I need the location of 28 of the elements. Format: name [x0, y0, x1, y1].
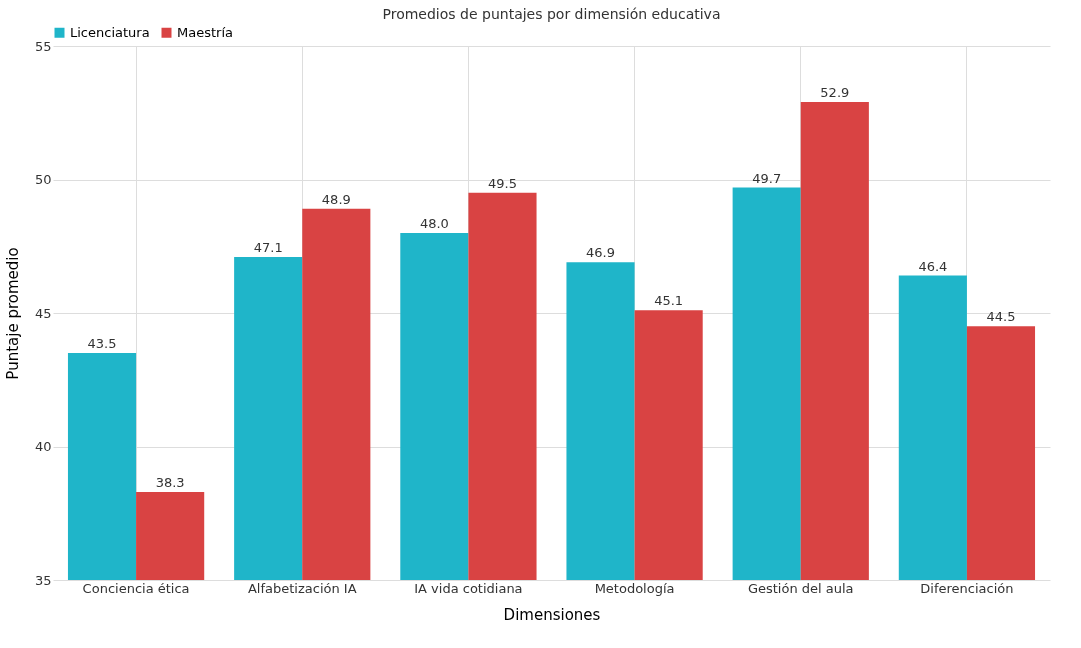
- y-axis-title: Puntaje promedio: [3, 247, 22, 380]
- x-tick-label: IA vida cotidiana: [414, 580, 523, 596]
- data-label: 43.5: [87, 336, 117, 352]
- data-label: 45.1: [654, 293, 684, 309]
- data-label: 52.9: [820, 85, 850, 101]
- x-tick-label: Gestión del aula: [747, 580, 854, 596]
- data-label: 44.5: [986, 309, 1016, 325]
- y-tick-label: 50: [34, 172, 52, 187]
- data-label: 47.1: [253, 239, 283, 255]
- legend-label: Licenciatura: [70, 24, 150, 40]
- y-tick-label: 35: [34, 572, 52, 588]
- y-tick-label: 40: [34, 439, 52, 454]
- data-label: 48.9: [321, 191, 351, 207]
- x-tick-label: Conciencia ética: [82, 580, 190, 596]
- x-tick-label: Alfabetización IA: [247, 580, 357, 596]
- data-label: 46.9: [586, 245, 615, 261]
- y-tick-label: 45: [34, 305, 52, 321]
- x-tick-label: Diferenciación: [920, 580, 1014, 596]
- x-tick-label: Metodología: [594, 580, 675, 596]
- data-label: 49.7: [752, 170, 782, 186]
- data-label: 38.3: [155, 474, 185, 490]
- y-tick-label: 55: [34, 38, 52, 54]
- data-label: 49.5: [488, 175, 517, 191]
- data-label: 48.0: [419, 215, 449, 231]
- x-axis-title: Dimensiones: [503, 605, 601, 624]
- legend-label: Maestría: [177, 24, 233, 40]
- chart-title: Promedios de puntajes por dimensión educativa: [382, 6, 721, 22]
- data-label: 46.4: [918, 258, 948, 274]
